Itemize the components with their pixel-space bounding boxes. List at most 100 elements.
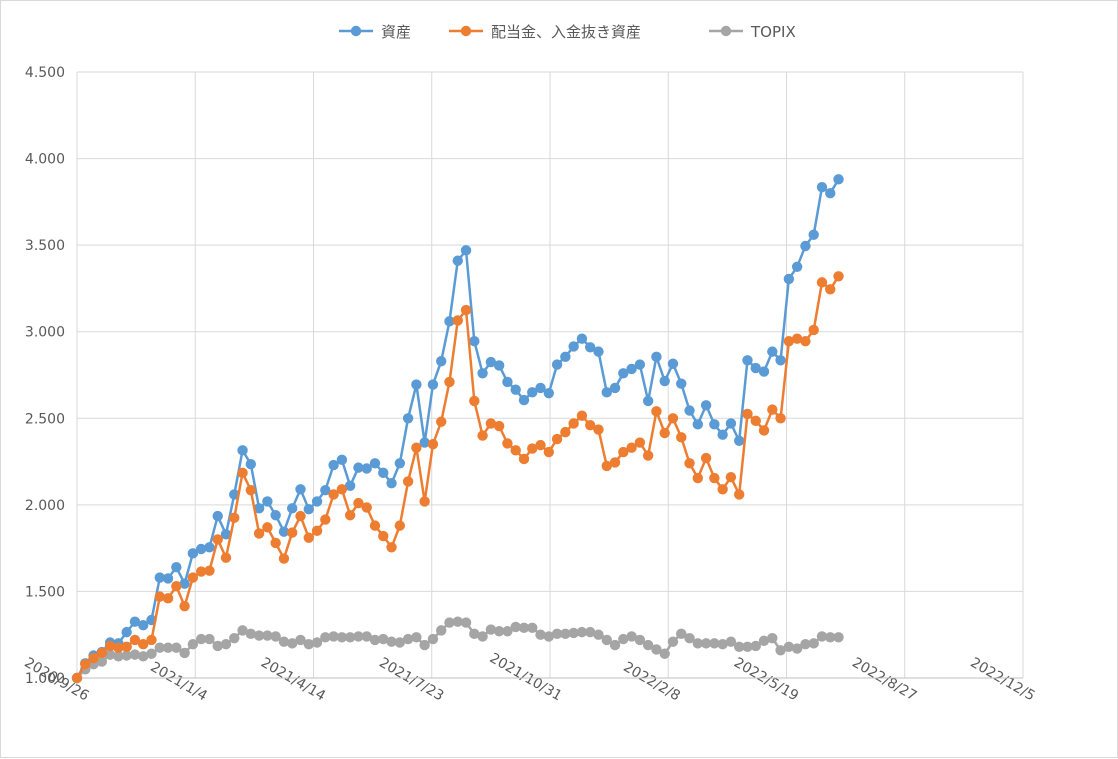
data-point (344, 480, 356, 492)
data-point (816, 631, 828, 642)
data-point (750, 362, 761, 374)
data-point (328, 631, 339, 642)
data-point (659, 375, 670, 387)
y-tick-label: 1.500 (25, 584, 65, 600)
data-point (311, 637, 323, 648)
data-point (187, 639, 199, 650)
data-point (303, 639, 314, 650)
axes: 1.000 1.500 2.000 2.500 3.000 3.500 4.000 4.500… (21, 65, 1037, 705)
data-point (485, 356, 497, 368)
data-point (642, 450, 654, 461)
data-point (419, 639, 430, 651)
data-point (692, 638, 704, 649)
data-point (833, 632, 844, 643)
data-point (651, 351, 662, 363)
data-point (411, 632, 422, 643)
x-tick-label: 2021/10/31 (487, 650, 565, 704)
data-point (270, 510, 281, 521)
x-tick-label: 2021/7/23 (376, 655, 446, 705)
data-point (618, 446, 629, 458)
data-point (402, 476, 414, 487)
data-point (560, 628, 571, 640)
data-point (742, 355, 753, 366)
data-point (800, 240, 811, 252)
data-point (758, 366, 770, 377)
data-point (262, 496, 273, 507)
x-tick-label: 2022/12/5 (967, 655, 1037, 705)
data-point (311, 496, 323, 507)
data-point (543, 446, 555, 458)
data-point (162, 573, 174, 584)
data-point (436, 625, 447, 636)
data-point (386, 542, 397, 553)
data-point (295, 510, 306, 522)
data-point (179, 578, 190, 589)
data-point (253, 528, 265, 539)
data-point (684, 458, 695, 469)
data-point (717, 639, 728, 650)
data-point (460, 304, 472, 316)
data-point (543, 631, 555, 642)
data-point (734, 641, 745, 653)
data-point (527, 387, 538, 398)
data-point (502, 626, 513, 637)
data-point (195, 543, 207, 555)
data-point (212, 510, 223, 522)
data-point (154, 642, 165, 653)
data-point (676, 432, 687, 443)
data-point (336, 632, 348, 643)
data-point (543, 387, 555, 399)
data-point (585, 626, 596, 638)
data-point (212, 534, 223, 545)
data-point (576, 410, 588, 421)
data-point (642, 395, 654, 407)
data-point (808, 324, 819, 336)
series-2 (71, 616, 844, 684)
data-point (146, 648, 157, 659)
data-point (229, 632, 240, 644)
data-point (634, 359, 646, 370)
data-point (262, 630, 273, 641)
data-point (502, 376, 513, 388)
data-point (204, 633, 215, 645)
data-point (825, 632, 836, 643)
data-point (427, 439, 439, 450)
data-point (187, 572, 199, 583)
data-point (535, 629, 546, 640)
data-point (750, 640, 761, 652)
data-point (344, 632, 356, 643)
data-point (444, 617, 455, 628)
x-tick-label: 2021/1/4 (147, 659, 210, 704)
data-point (129, 634, 141, 646)
data-point (121, 650, 132, 661)
data-point (477, 368, 488, 379)
data-point (642, 639, 654, 651)
data-point (220, 529, 232, 540)
data-point (204, 542, 215, 553)
data-point (816, 181, 828, 193)
data-point (593, 346, 604, 357)
data-point (320, 484, 331, 496)
data-point (394, 458, 406, 469)
data-point (427, 633, 439, 645)
data-point (444, 376, 455, 388)
data-point (195, 566, 207, 577)
y-tick-label: 3.500 (25, 238, 65, 254)
y-tick-label: 2.500 (25, 411, 65, 427)
x-tick-label: 2022/2/8 (620, 659, 682, 704)
data-point (485, 418, 497, 429)
data-point (634, 634, 646, 646)
data-point (378, 633, 389, 645)
data-point (386, 478, 397, 489)
data-point (808, 229, 819, 240)
data-point (129, 616, 141, 627)
data-point (378, 467, 389, 479)
data-point (204, 565, 215, 576)
data-point (808, 638, 819, 649)
legend-marker (460, 25, 472, 37)
data-point (725, 636, 737, 647)
data-point (485, 624, 497, 635)
data-point (436, 416, 447, 427)
data-point (700, 400, 712, 411)
